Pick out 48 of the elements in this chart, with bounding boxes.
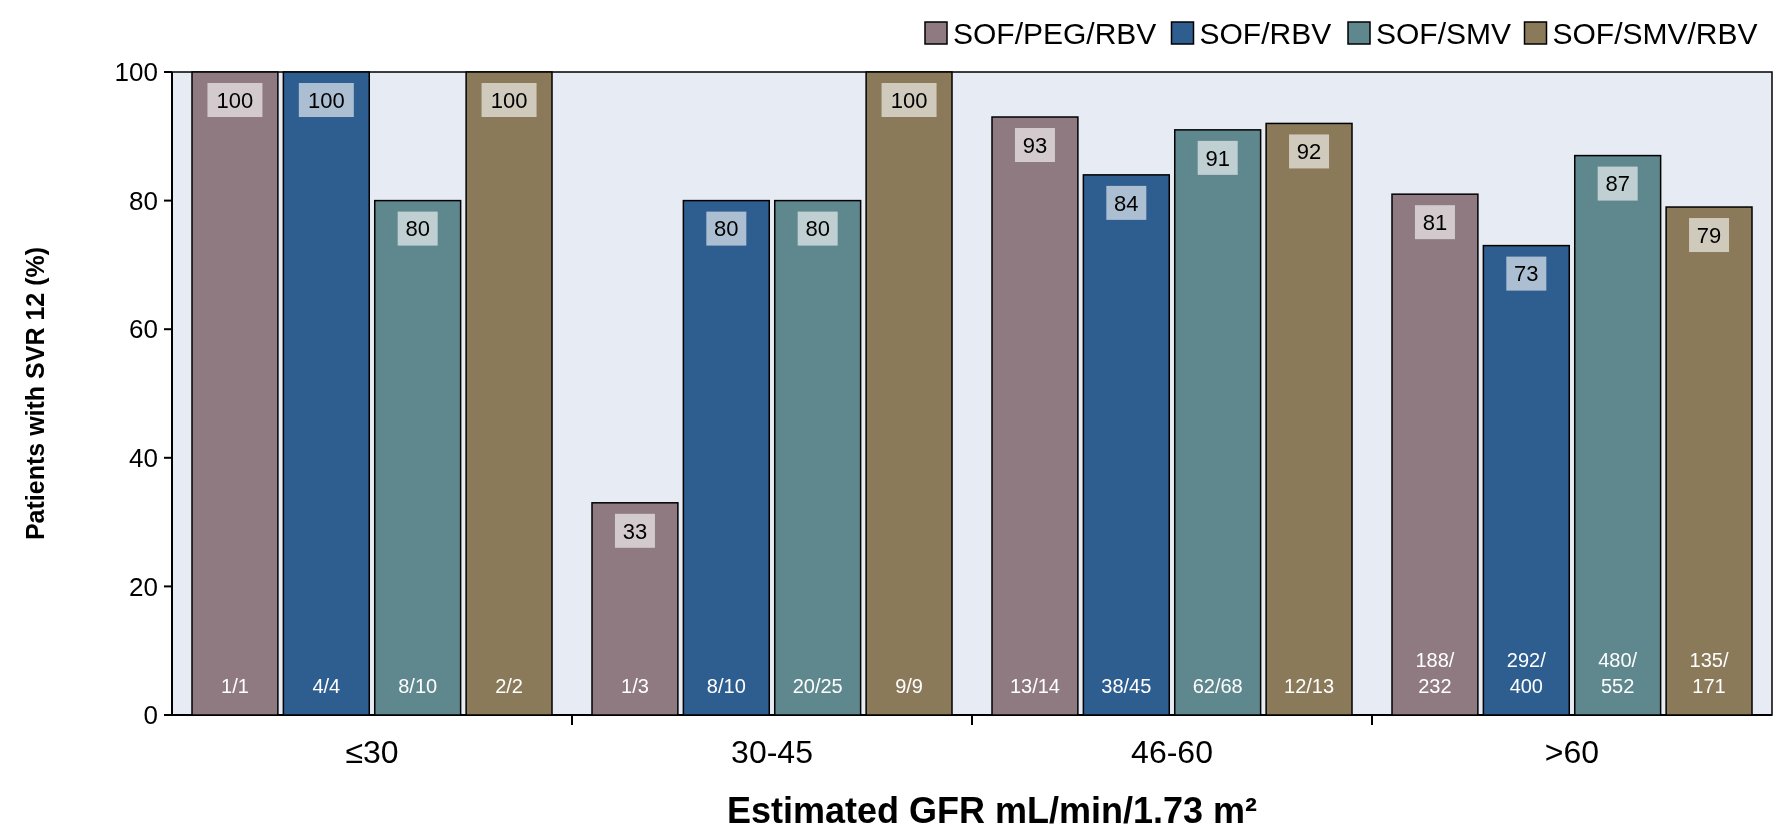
y-tick-label: 80 — [129, 185, 158, 216]
y-tick-label: 20 — [129, 571, 158, 602]
y-tick-label: 60 — [129, 314, 158, 345]
annotation: 1/3 — [621, 675, 649, 697]
annotation: 12/13 — [1284, 675, 1335, 697]
annotation: 38/45 — [1101, 675, 1152, 697]
data-label: 91 — [1205, 145, 1230, 171]
x-tick-label: ≤30 — [345, 734, 399, 770]
data-label: 79 — [1696, 222, 1722, 248]
annotation: 8/10 — [706, 675, 746, 697]
y-tick-label: 0 — [143, 700, 158, 731]
annotation: 1/1 — [221, 675, 249, 697]
x-axis-title: Estimated GFR mL/min/1.73 m² — [726, 790, 1258, 831]
legend-label: SOF/PEG/RBV — [953, 16, 1157, 50]
data-label: 100 — [490, 87, 528, 113]
annotation: 188/232 — [1415, 649, 1455, 697]
x-tick-label: 46-60 — [1131, 734, 1213, 770]
data-label: 100 — [216, 87, 254, 113]
x-tick-label: 30-45 — [731, 734, 813, 770]
annotation: 9/9 — [895, 675, 923, 697]
annotation: 292/400 — [1506, 649, 1547, 697]
data-label: 73 — [1514, 261, 1539, 287]
data-label: 100 — [890, 87, 928, 113]
data-label: 100 — [307, 87, 345, 113]
data-label: 33 — [622, 518, 648, 544]
data-label: 84 — [1114, 190, 1139, 216]
x-tick-label: >60 — [1544, 734, 1600, 770]
annotation: 13/14 — [1009, 675, 1060, 697]
legend-label: SOF/SMV/RBV — [1552, 16, 1758, 50]
annotation: 62/68 — [1192, 675, 1243, 697]
data-label: 80 — [405, 216, 430, 242]
annotation: 20/25 — [792, 675, 843, 697]
data-label: 93 — [1022, 132, 1048, 158]
annotation: 480/552 — [1598, 649, 1638, 697]
data-label: 92 — [1296, 139, 1322, 165]
data-label: 80 — [714, 216, 739, 242]
legend-label: SOF/SMV — [1376, 16, 1512, 50]
y-axis-title: Patients with SVR 12 (%) — [21, 246, 49, 541]
annotation: 135/171 — [1689, 649, 1729, 697]
legend-label: SOF/RBV — [1199, 16, 1332, 50]
data-label: 80 — [805, 216, 830, 242]
y-tick-label: 40 — [129, 442, 158, 473]
data-label: 87 — [1605, 171, 1630, 197]
annotation: 4/4 — [312, 675, 341, 697]
y-tick-label: 100 — [114, 57, 158, 88]
annotation: 8/10 — [398, 675, 438, 697]
data-label: 81 — [1422, 209, 1448, 235]
annotation: 2/2 — [495, 675, 523, 697]
